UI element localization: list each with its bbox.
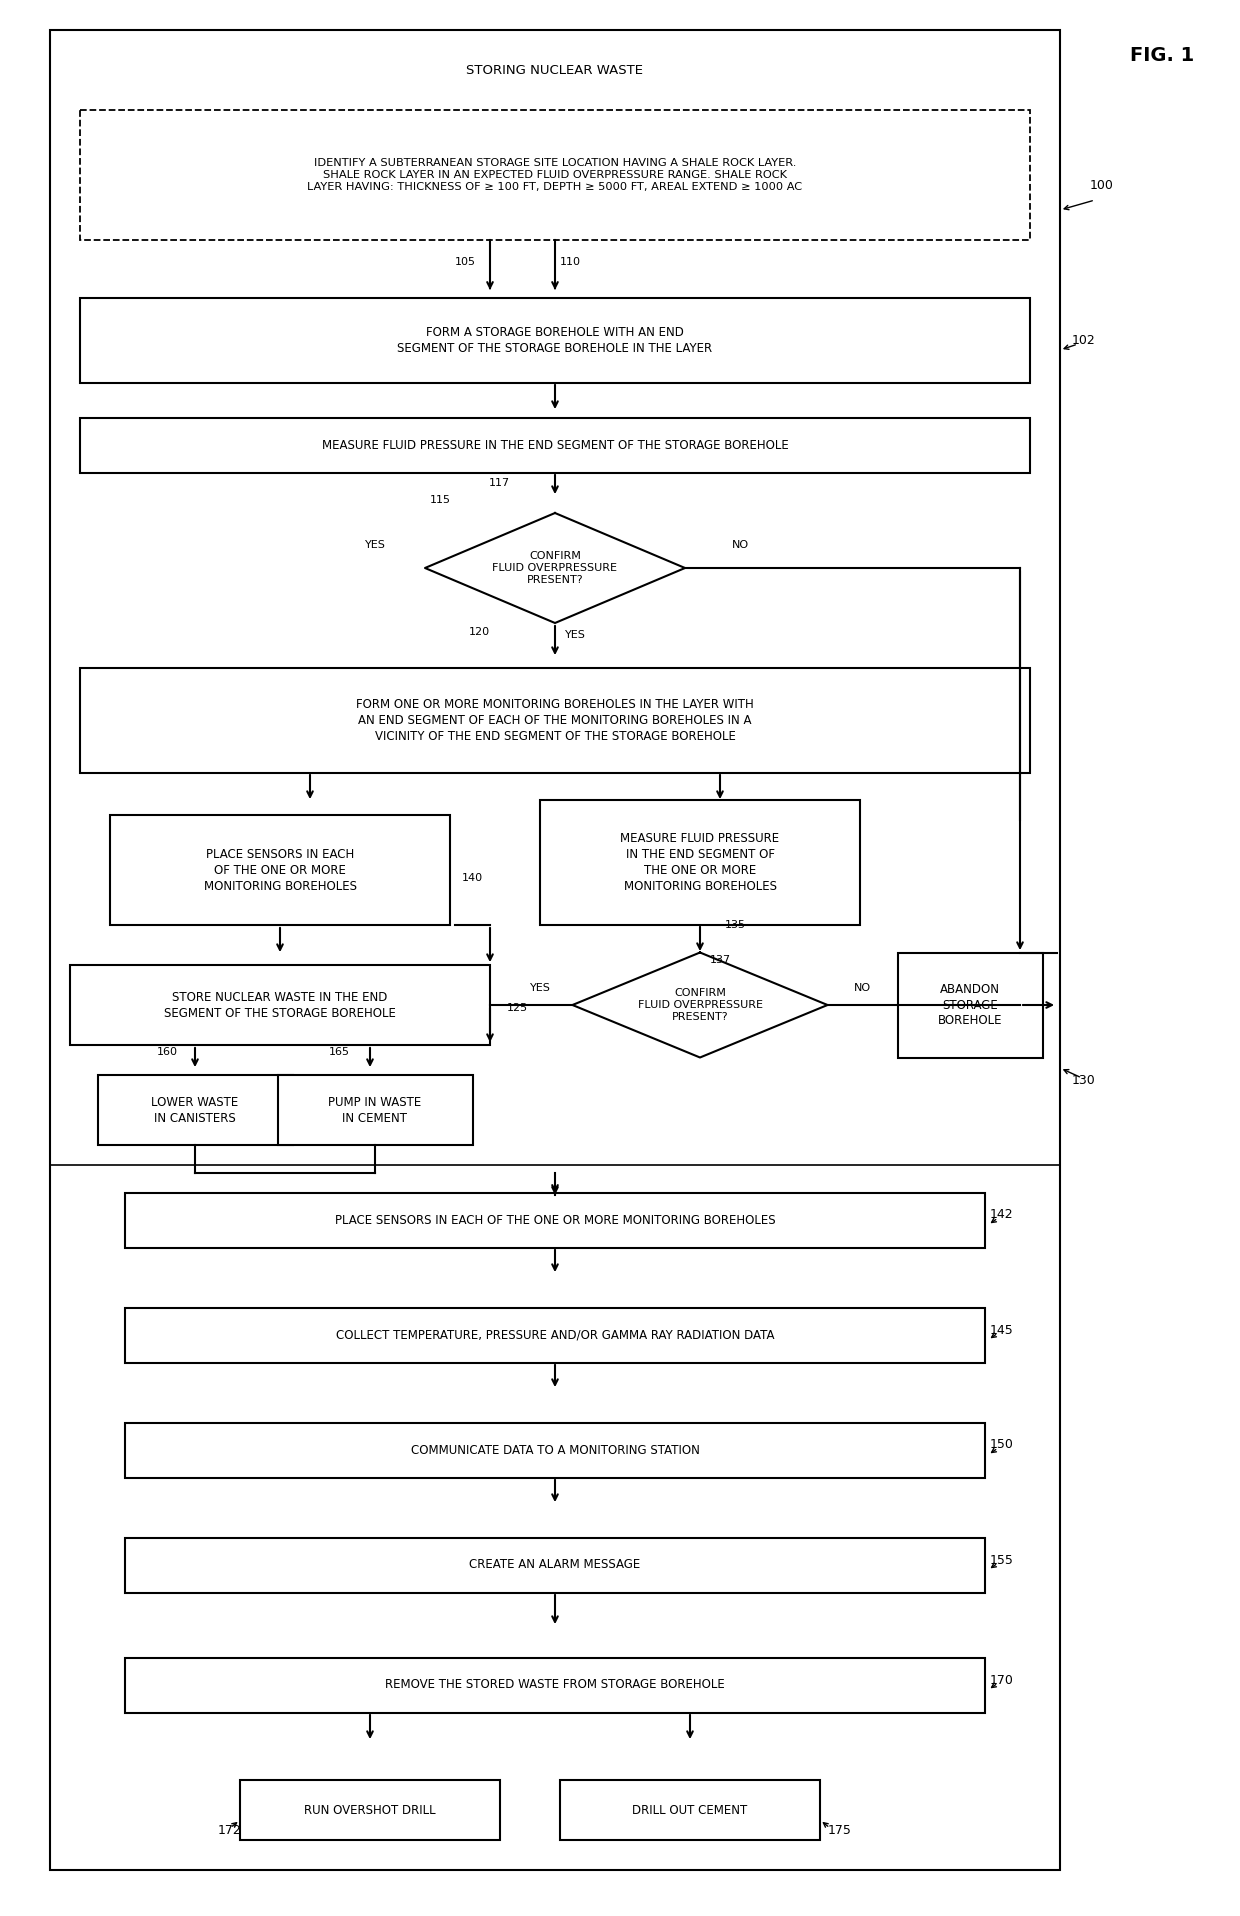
Text: FORM ONE OR MORE MONITORING BOREHOLES IN THE LAYER WITH
AN END SEGMENT OF EACH O: FORM ONE OR MORE MONITORING BOREHOLES IN… [356, 697, 754, 743]
Text: 117: 117 [489, 477, 510, 489]
Text: NO: NO [732, 540, 749, 550]
Text: 145: 145 [990, 1324, 1014, 1337]
Text: PUMP IN WASTE
IN CEMENT: PUMP IN WASTE IN CEMENT [329, 1096, 422, 1125]
Polygon shape [425, 513, 684, 623]
Bar [560, 1780, 820, 1839]
Text: 175: 175 [828, 1824, 852, 1837]
Text: 137: 137 [711, 954, 732, 966]
Text: YES: YES [565, 630, 585, 640]
Bar [81, 418, 1030, 473]
Text: 115: 115 [430, 494, 451, 506]
Text: NO: NO [853, 983, 870, 992]
Text: 140: 140 [463, 874, 484, 883]
Text: CONFIRM
FLUID OVERPRESSURE
PRESENT?: CONFIRM FLUID OVERPRESSURE PRESENT? [637, 987, 763, 1023]
Bar [110, 814, 450, 925]
Text: IDENTIFY A SUBTERRANEAN STORAGE SITE LOCATION HAVING A SHALE ROCK LAYER.
SHALE R: IDENTIFY A SUBTERRANEAN STORAGE SITE LOC… [308, 157, 802, 192]
Text: STORE NUCLEAR WASTE IN THE END
SEGMENT OF THE STORAGE BOREHOLE: STORE NUCLEAR WASTE IN THE END SEGMENT O… [164, 991, 396, 1019]
Bar [50, 31, 1060, 1870]
Bar [125, 1192, 985, 1247]
Bar [539, 799, 861, 925]
Text: 120: 120 [469, 627, 490, 636]
Bar [125, 1657, 985, 1713]
Bar [125, 1537, 985, 1592]
Text: COLLECT TEMPERATURE, PRESSURE AND/OR GAMMA RAY RADIATION DATA: COLLECT TEMPERATURE, PRESSURE AND/OR GAM… [336, 1328, 774, 1341]
Text: 160: 160 [157, 1046, 179, 1058]
Text: 110: 110 [560, 257, 582, 266]
Text: MEASURE FLUID PRESSURE
IN THE END SEGMENT OF
THE ONE OR MORE
MONITORING BOREHOLE: MEASURE FLUID PRESSURE IN THE END SEGMEN… [620, 832, 780, 893]
Text: STORING NUCLEAR WASTE: STORING NUCLEAR WASTE [466, 63, 644, 77]
Text: 165: 165 [329, 1046, 350, 1058]
Text: COMMUNICATE DATA TO A MONITORING STATION: COMMUNICATE DATA TO A MONITORING STATION [410, 1443, 699, 1456]
Text: 170: 170 [990, 1673, 1014, 1686]
Polygon shape [573, 952, 827, 1058]
Bar [81, 667, 1030, 772]
Bar [69, 966, 490, 1044]
Text: YES: YES [529, 983, 551, 992]
Text: 135: 135 [725, 920, 746, 929]
Text: YES: YES [365, 540, 386, 550]
Bar [898, 952, 1043, 1058]
Text: 155: 155 [990, 1554, 1014, 1567]
Bar [81, 109, 1030, 240]
Text: 100: 100 [1090, 178, 1114, 192]
Text: 102: 102 [1073, 333, 1096, 347]
Bar [125, 1307, 985, 1362]
Bar [241, 1780, 500, 1839]
Text: RUN OVERSHOT DRILL: RUN OVERSHOT DRILL [304, 1803, 435, 1816]
Text: REMOVE THE STORED WASTE FROM STORAGE BOREHOLE: REMOVE THE STORED WASTE FROM STORAGE BOR… [386, 1678, 725, 1692]
Text: CONFIRM
FLUID OVERPRESSURE
PRESENT?: CONFIRM FLUID OVERPRESSURE PRESENT? [492, 550, 618, 586]
Text: 142: 142 [990, 1209, 1013, 1222]
Text: 130: 130 [1073, 1073, 1096, 1086]
Text: 105: 105 [455, 257, 476, 266]
Text: LOWER WASTE
IN CANISTERS: LOWER WASTE IN CANISTERS [151, 1096, 238, 1125]
Bar [278, 1075, 472, 1146]
Text: FIG. 1: FIG. 1 [1130, 46, 1194, 65]
Bar [125, 1422, 985, 1477]
Text: 125: 125 [507, 1002, 528, 1014]
Bar [98, 1075, 293, 1146]
Text: FORM A STORAGE BOREHOLE WITH AN END
SEGMENT OF THE STORAGE BOREHOLE IN THE LAYER: FORM A STORAGE BOREHOLE WITH AN END SEGM… [398, 326, 713, 354]
Text: ABANDON
STORAGE
BOREHOLE: ABANDON STORAGE BOREHOLE [937, 983, 1002, 1027]
Text: PLACE SENSORS IN EACH OF THE ONE OR MORE MONITORING BOREHOLES: PLACE SENSORS IN EACH OF THE ONE OR MORE… [335, 1213, 775, 1226]
Text: CREATE AN ALARM MESSAGE: CREATE AN ALARM MESSAGE [470, 1558, 641, 1571]
Text: PLACE SENSORS IN EACH
OF THE ONE OR MORE
MONITORING BOREHOLES: PLACE SENSORS IN EACH OF THE ONE OR MORE… [203, 847, 357, 893]
Text: DRILL OUT CEMENT: DRILL OUT CEMENT [632, 1803, 748, 1816]
Text: MEASURE FLUID PRESSURE IN THE END SEGMENT OF THE STORAGE BOREHOLE: MEASURE FLUID PRESSURE IN THE END SEGMEN… [321, 439, 789, 452]
Text: 150: 150 [990, 1439, 1014, 1452]
Bar [81, 297, 1030, 383]
Text: 172: 172 [218, 1824, 242, 1837]
